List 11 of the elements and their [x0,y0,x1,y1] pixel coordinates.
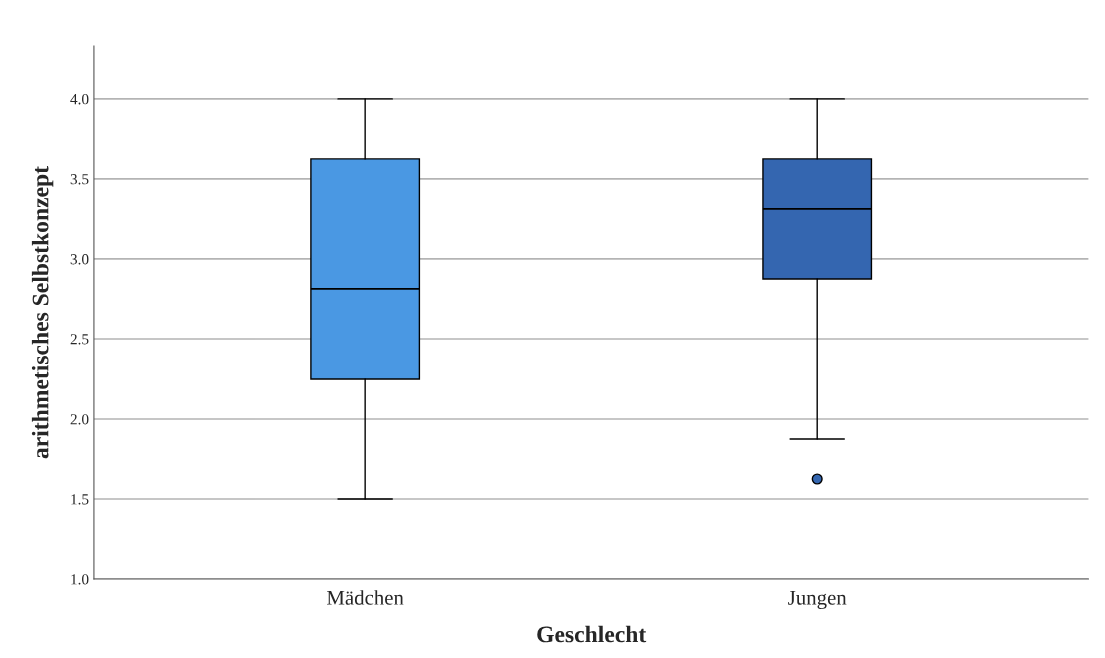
y-tick-label: 3.5 [70,174,89,185]
x-axis-title: Geschlecht [537,625,647,643]
y-tick-label: 2.0 [70,414,89,425]
x-tick-label: Jungen [788,590,847,610]
y-tick-label: 1.5 [71,494,89,505]
y-tick-label: 2.5 [70,334,89,345]
y-tick-label: 3.0 [70,254,89,265]
y-tick-label: 1.0 [71,574,89,585]
y-tick-label: 4.0 [70,94,89,105]
y-axis-title: arithmetisches Selbstkonzept [31,166,54,459]
x-tick-label: Mädchen [326,590,404,605]
